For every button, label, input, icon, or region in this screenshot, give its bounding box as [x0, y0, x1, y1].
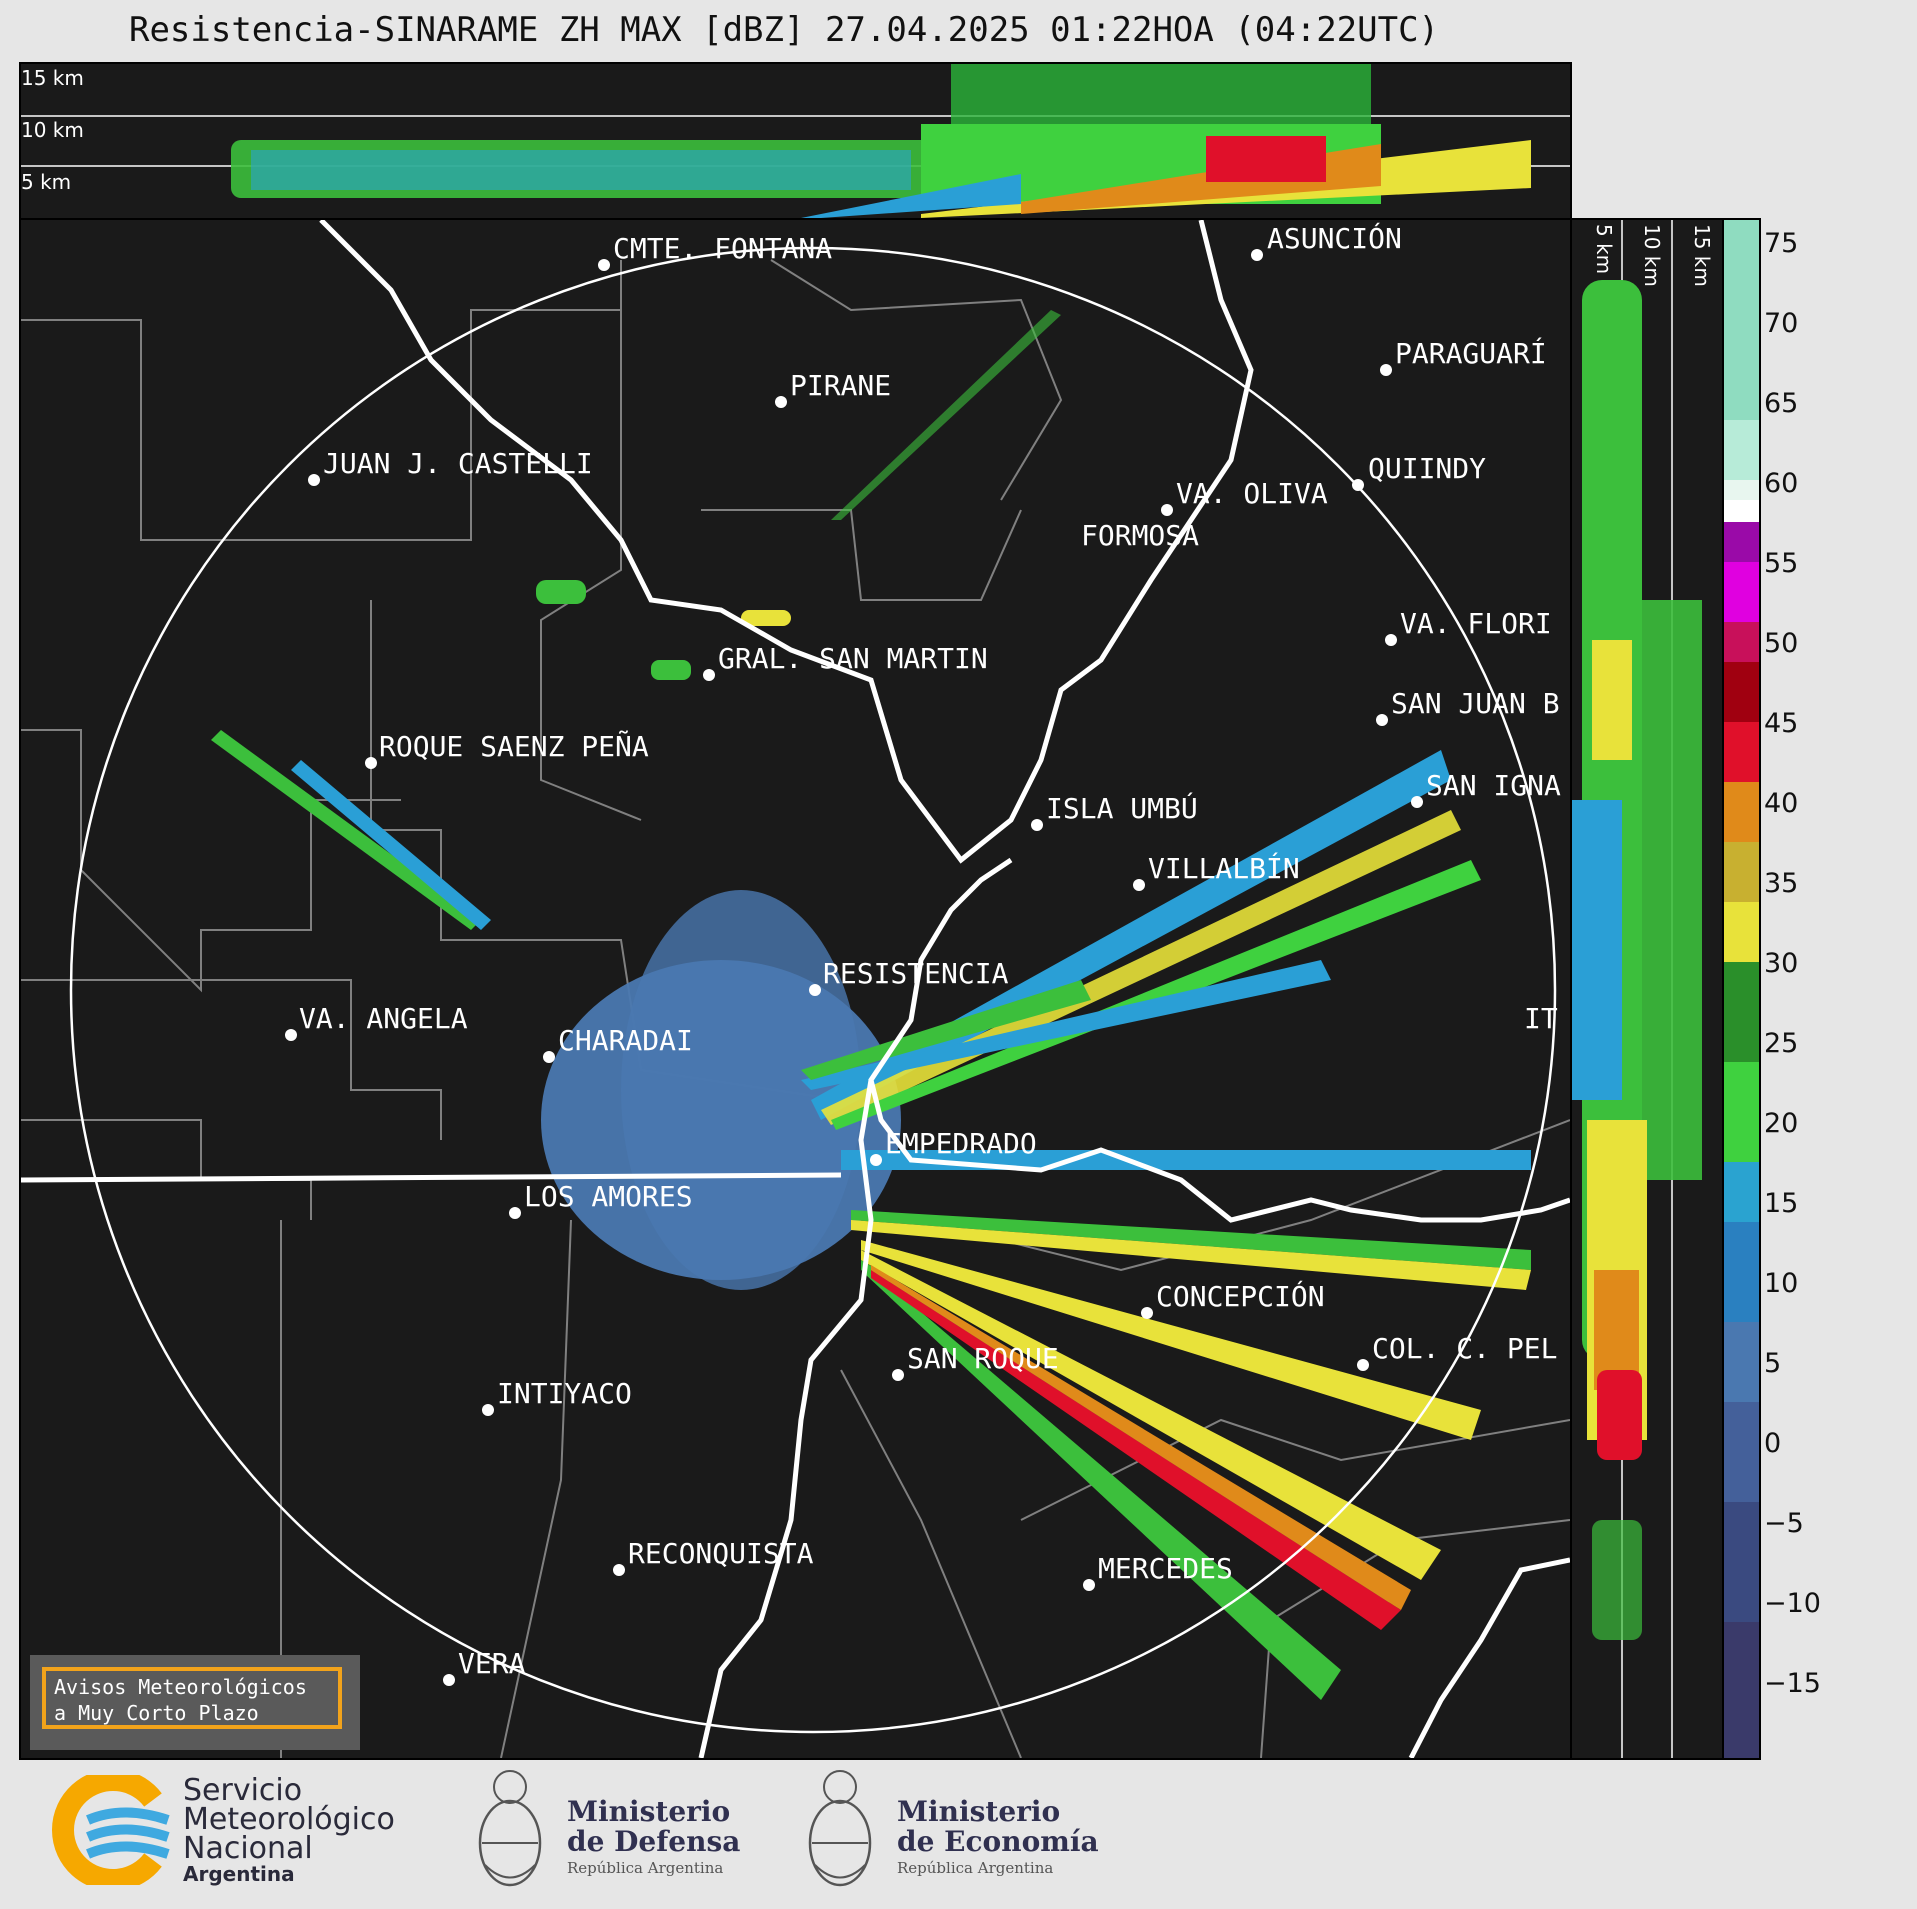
smn-logo-text: Servicio Meteorológico Nacional Argentin…: [183, 1773, 395, 1886]
city-label: ASUNCIÓN: [1267, 221, 1402, 255]
smn-line: Servicio: [183, 1773, 303, 1808]
city-label: COL. C. PEL: [1372, 1332, 1557, 1365]
smn-line: Meteorológico: [183, 1802, 395, 1837]
radar-map: CMTE. FONTANA ASUNCIÓN PARAGUARÍ PIRANE …: [19, 218, 1572, 1760]
height-label-10km: 10 km: [21, 118, 84, 142]
city-markers: [285, 249, 1423, 1686]
nowcasting-notice: Avisos Meteorológicos a Muy Corto Plazo: [30, 1655, 360, 1750]
city-label: CMTE. FONTANA: [613, 232, 832, 265]
colorbar-tick: 20: [1764, 1108, 1799, 1139]
smn-line: Nacional: [183, 1831, 313, 1866]
colorbar-tick: −10: [1764, 1588, 1821, 1619]
defensa-line: República Argentina: [567, 1859, 724, 1877]
city-label: CHARADAI: [558, 1024, 693, 1057]
colorbar-tick: −15: [1764, 1668, 1821, 1699]
height-label-10km: 10 km: [1640, 224, 1664, 287]
city-label: CONCEPCIÓN: [1156, 1279, 1325, 1313]
colorbar-tick: 25: [1764, 1028, 1799, 1059]
city-label: VA. OLIVA: [1176, 477, 1328, 510]
defensa-logo-text: Ministerio de Defensa República Argentin…: [567, 1797, 740, 1879]
economia-line: Ministerio: [897, 1795, 1061, 1828]
defensa-line: de Defensa: [567, 1825, 741, 1858]
radar-map-canvas: CMTE. FONTANA ASUNCIÓN PARAGUARÍ PIRANE …: [21, 220, 1570, 1758]
colorbar-tick: 0: [1764, 1428, 1782, 1459]
height-label-5km: 5 km: [21, 170, 72, 194]
top-cross-section: 15 km 10 km 5 km: [19, 62, 1572, 220]
city-label: INTIYACO: [497, 1377, 632, 1410]
city-label: VA. FLORI: [1400, 607, 1552, 640]
colorbar-tick: 70: [1764, 308, 1799, 339]
map-title: Resistencia-SINARAME ZH MAX [dBZ] 27.04.…: [128, 10, 1440, 50]
colorbar-tick: 15: [1764, 1188, 1799, 1219]
city-label: ISLA UMBÚ: [1046, 791, 1198, 825]
economia-line: República Argentina: [897, 1859, 1054, 1877]
city-label: VA. ANGELA: [299, 1002, 468, 1035]
city-label: PIRANE: [790, 369, 891, 402]
city-label: RECONQUISTA: [628, 1537, 814, 1570]
city-label: PARAGUARÍ: [1395, 336, 1547, 370]
colorbar-tick: 35: [1764, 868, 1799, 899]
colorbar-tick: −5: [1764, 1508, 1804, 1539]
colorbar-tick: 50: [1764, 628, 1799, 659]
city-label: FORMOSA: [1081, 519, 1199, 552]
city-label: JUAN J. CASTELLI: [323, 447, 593, 480]
colorbar-tick: 10: [1764, 1268, 1799, 1299]
dbz-colorbar: [1722, 218, 1761, 1760]
city-label: SAN IGNA: [1426, 769, 1561, 802]
colorbar-tick: 65: [1764, 388, 1799, 419]
city-label: RESISTENCIA: [823, 957, 1009, 990]
colorbar-tick: 45: [1764, 708, 1799, 739]
economia-logo-text: Ministerio de Economía República Argenti…: [897, 1797, 1099, 1879]
city-label: SAN ROQUE: [907, 1342, 1059, 1375]
notice-line-2: a Muy Corto Plazo: [54, 1701, 259, 1725]
economia-line: de Economía: [897, 1825, 1099, 1858]
colorbar-tick: 30: [1764, 948, 1799, 979]
coat-of-arms-icon: [478, 1770, 542, 1887]
city-label: VERA: [458, 1647, 526, 1680]
colorbar-tick: 40: [1764, 788, 1799, 819]
nowcasting-notice-box: Avisos Meteorológicos a Muy Corto Plazo: [42, 1667, 342, 1729]
city-label: SAN JUAN B: [1391, 687, 1560, 720]
borders: [21, 220, 1570, 1758]
defensa-line: Ministerio: [567, 1795, 731, 1828]
height-label-5km: 5 km: [1592, 224, 1616, 275]
height-label-15km: 15 km: [21, 66, 84, 90]
notice-line-1: Avisos Meteorológicos: [54, 1675, 307, 1699]
city-label: GRAL. SAN MARTIN: [718, 642, 988, 675]
colorbar-tick: 55: [1764, 548, 1799, 579]
height-label-15km: 15 km: [1690, 224, 1714, 287]
city-label: IT: [1524, 1002, 1558, 1035]
coat-of-arms-icon: [808, 1770, 872, 1887]
smn-line: Argentina: [183, 1862, 295, 1886]
city-label: MERCEDES: [1098, 1552, 1233, 1585]
city-label: QUIINDY: [1368, 452, 1486, 485]
city-label: ROQUE SAENZ PEÑA: [379, 729, 649, 763]
side-cross-section: 5 km 10 km 15 km: [1570, 218, 1726, 1760]
city-label: EMPEDRADO: [885, 1127, 1037, 1160]
radar-echoes: [211, 310, 1531, 1700]
colorbar-tick: 75: [1764, 228, 1799, 259]
colorbar-tick: 60: [1764, 468, 1799, 499]
city-label: VILLALBÍN: [1148, 851, 1300, 885]
city-label: LOS AMORES: [524, 1180, 693, 1213]
colorbar-tick: 5: [1764, 1348, 1782, 1379]
smn-logo-icon: [52, 1775, 170, 1885]
